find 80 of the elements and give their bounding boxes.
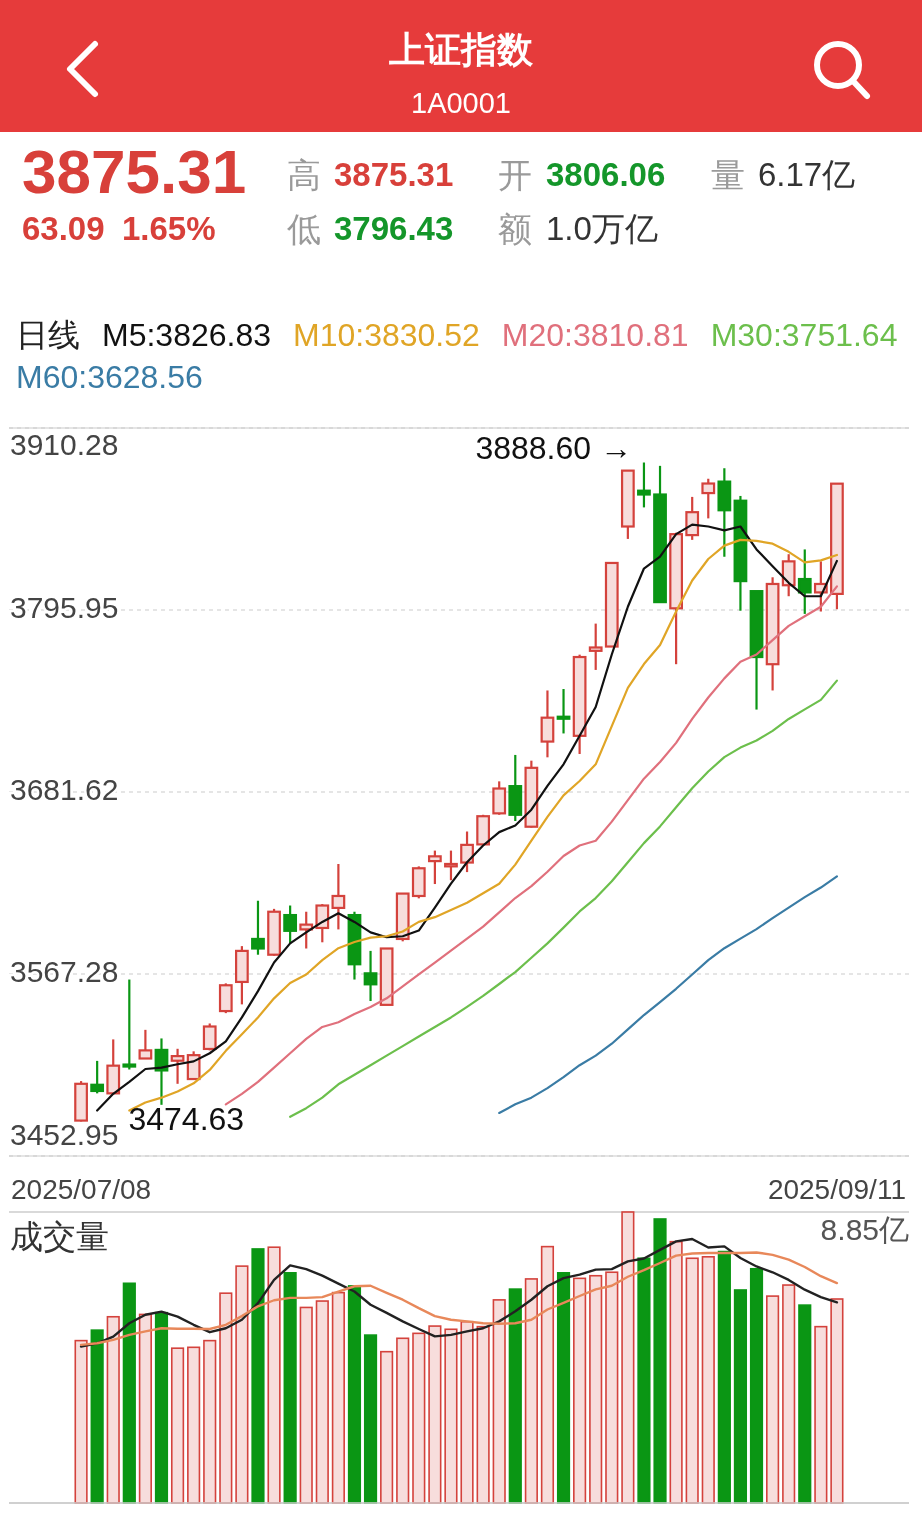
bar: [749, 1267, 764, 1504]
bar: [573, 1277, 587, 1504]
bar: [331, 1291, 345, 1504]
bar: [187, 1346, 201, 1504]
bar: [589, 1274, 603, 1504]
text: 3875.31: [22, 137, 247, 206]
text: M20:3810.81: [501, 317, 689, 354]
bar: [170, 1347, 185, 1504]
bar: [701, 1256, 715, 1504]
bar: [524, 1278, 538, 1504]
bar: [347, 1285, 362, 1504]
bar: [637, 1257, 651, 1504]
bar: [428, 1325, 442, 1504]
bar: [90, 1329, 104, 1504]
bar: [251, 1248, 265, 1504]
bar: [476, 1325, 490, 1504]
text: 3875.31: [334, 156, 454, 193]
text: 1.0万亿: [546, 210, 658, 247]
bar: [444, 1328, 458, 1504]
bar: [267, 1246, 281, 1504]
bar: [814, 1325, 828, 1504]
bar: [235, 1265, 249, 1504]
annotation: 8.85亿: [820, 1213, 909, 1246]
bar: [556, 1272, 571, 1504]
text: 3806.06: [546, 156, 666, 193]
text: 量: [711, 156, 745, 194]
bar: [315, 1300, 329, 1504]
text: 额: [498, 210, 532, 248]
bar: [138, 1313, 152, 1504]
bar: [122, 1282, 136, 1504]
bar: [830, 1298, 844, 1504]
bar: [460, 1320, 474, 1504]
bar: [283, 1272, 297, 1504]
bar: [508, 1288, 522, 1504]
bar: [203, 1339, 217, 1504]
bar: [669, 1240, 683, 1504]
text: M5:3826.83: [102, 317, 272, 354]
bar: [766, 1295, 780, 1504]
text: 低: [287, 210, 321, 248]
bar: [299, 1306, 313, 1504]
text: 6.17亿: [758, 156, 856, 193]
text: 3796.43: [334, 210, 454, 247]
x-tick-label: 2025/09/11: [767, 1174, 906, 1205]
text: 63.09: [22, 210, 105, 247]
text: 开: [498, 156, 532, 194]
text: 上证指数: [389, 29, 534, 70]
bar: [605, 1271, 619, 1504]
bar: [685, 1257, 699, 1504]
bar: [653, 1218, 667, 1504]
bar: [540, 1245, 555, 1504]
bar: [380, 1350, 394, 1504]
bar: [154, 1311, 169, 1504]
x-tick-label: 2025/07/08: [11, 1174, 152, 1205]
bar: [106, 1315, 120, 1504]
text: M10:3830.52: [293, 317, 480, 354]
bar: [492, 1299, 506, 1504]
bar: [396, 1337, 410, 1504]
text: 高: [287, 156, 321, 194]
chart-title: 成交量: [10, 1218, 109, 1255]
y-tick-label: 3567.28: [10, 954, 119, 988]
bar: [798, 1304, 812, 1504]
text: M30:3751.64: [710, 317, 898, 354]
bar: [782, 1284, 796, 1504]
y-tick-label: 3681.62: [10, 772, 119, 806]
text: M60:3628.56: [16, 359, 203, 396]
bar: [219, 1292, 233, 1504]
text: 1A0001: [411, 87, 511, 119]
bar: [412, 1332, 426, 1504]
legend-title: 日线: [16, 317, 80, 354]
bar: [363, 1334, 378, 1504]
annotation: 3888.60 →: [475, 429, 632, 466]
y-tick-label: 3910.28: [10, 427, 119, 461]
bar: [621, 1211, 635, 1504]
text: 1.65%: [122, 210, 216, 247]
y-tick-label: 3452.95: [10, 1117, 119, 1151]
bar: [74, 1339, 88, 1504]
bar: [717, 1250, 731, 1504]
annotation: 3474.63: [128, 1100, 245, 1137]
bar: [733, 1289, 748, 1504]
y-tick-label: 3795.95: [10, 590, 119, 624]
